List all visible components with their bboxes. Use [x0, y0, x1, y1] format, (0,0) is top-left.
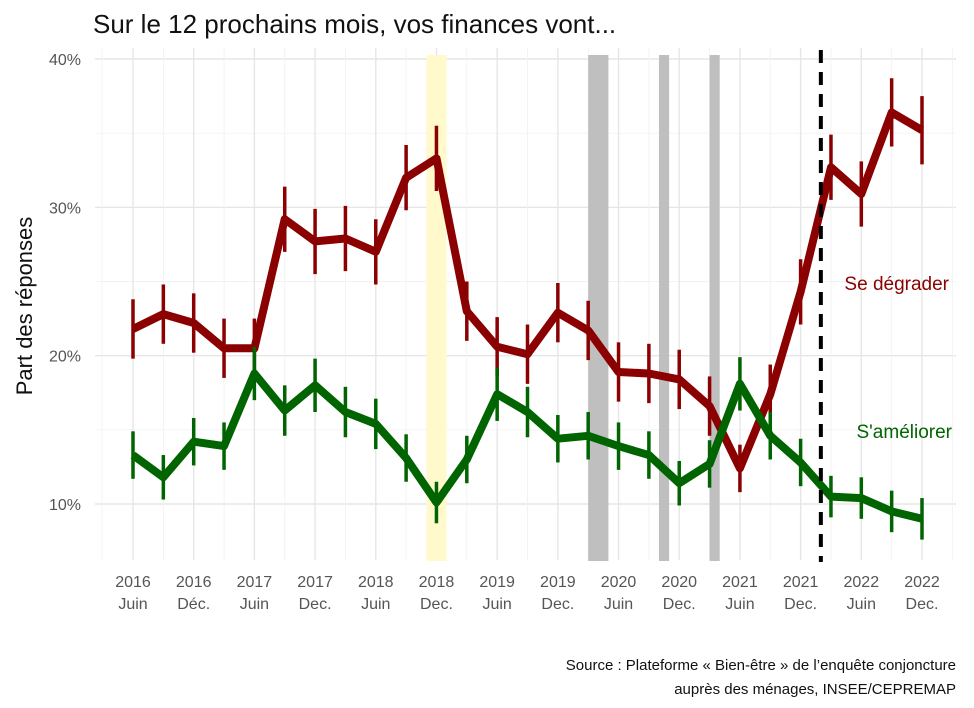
source-note-line-1: Source : Plateforme « Bien-être » de l’e…: [566, 657, 956, 674]
series-line: [130, 369, 923, 523]
x-tick-year: 2016: [176, 574, 212, 591]
x-tick-year: 2018: [358, 574, 394, 591]
y-axis-label: Part des réponses: [12, 217, 37, 396]
series-label: Se dégrader: [844, 274, 949, 295]
x-tick-month: Juin: [118, 596, 147, 613]
y-tick-label: 30%: [49, 200, 81, 217]
grid: [95, 48, 956, 560]
x-tick-year: 2016: [115, 574, 151, 591]
y-tick-label: 20%: [49, 349, 81, 366]
source-note-line-2: auprès des ménages, INSEE/CEPREMAP: [674, 681, 956, 698]
x-tick-month: Juin: [240, 596, 269, 613]
shaded-period: [659, 55, 670, 561]
x-tick-year: 2017: [237, 574, 273, 591]
y-tick-label: 40%: [49, 52, 81, 69]
x-tick-year: 2019: [479, 574, 515, 591]
x-tick-month: Juin: [482, 596, 511, 613]
x-tick-year: 2021: [783, 574, 819, 591]
x-tick-month: Déc.: [177, 596, 210, 613]
x-tick-month: Juin: [725, 596, 754, 613]
x-tick-month: Dec.: [784, 596, 817, 613]
x-axis-ticks: 2016 Juin 2016 Déc. 2017 Juin 2017 Dec. 2018 Juin…: [115, 574, 940, 613]
chart-title: Sur le 12 prochains mois, vos finances v…: [93, 9, 616, 39]
x-tick-month: Dec.: [663, 596, 696, 613]
x-tick-month: Dec.: [420, 596, 453, 613]
x-tick-year: 2018: [419, 574, 455, 591]
x-tick-month: Juin: [361, 596, 390, 613]
x-tick-month: Juin: [604, 596, 633, 613]
x-tick-year: 2020: [601, 574, 637, 591]
x-tick-month: Dec.: [906, 596, 939, 613]
series-1: [131, 78, 925, 493]
series-2: [130, 346, 924, 540]
x-tick-year: 2022: [904, 574, 940, 591]
x-tick-year: 2017: [297, 574, 333, 591]
series-labels: Se dégrader S'améliorer: [844, 274, 952, 443]
series-label: S'améliorer: [857, 422, 953, 443]
x-tick-year: 2022: [844, 574, 880, 591]
x-tick-year: 2021: [722, 574, 758, 591]
shaded-period: [588, 55, 609, 561]
y-tick-label: 10%: [49, 497, 81, 514]
x-tick-month: Juin: [847, 596, 876, 613]
x-tick-month: Dec.: [541, 596, 574, 613]
x-tick-year: 2019: [540, 574, 576, 591]
series-layer: [130, 78, 925, 540]
shaded-period: [709, 55, 720, 561]
x-tick-year: 2020: [661, 574, 697, 591]
x-tick-month: Dec.: [299, 596, 332, 613]
y-axis-ticks: 10% 20% 30% 40%: [49, 52, 81, 514]
series-line: [131, 108, 925, 473]
